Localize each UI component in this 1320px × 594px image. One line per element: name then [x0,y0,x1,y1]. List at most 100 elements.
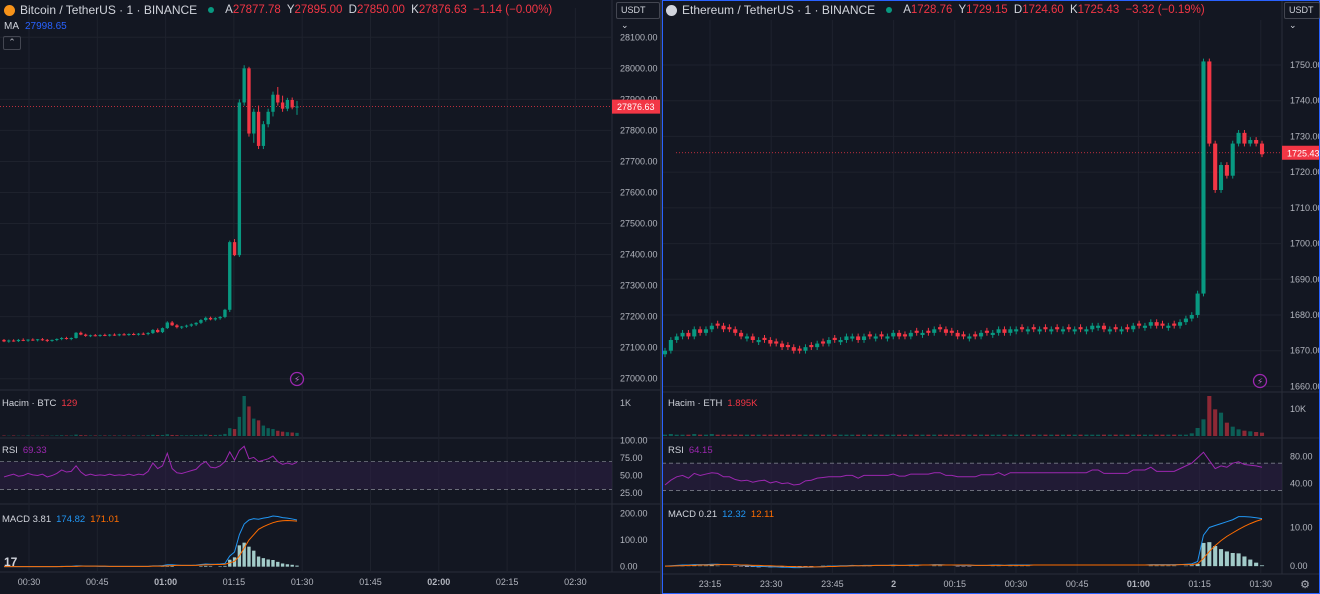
time-tick-label: 23:45 [821,579,844,589]
candle-body [1248,140,1253,144]
volume-bar [1019,434,1025,436]
candle-body [247,68,251,134]
volume-bar [979,434,984,436]
candle-body [1172,323,1177,326]
candle-body [1113,327,1118,330]
market-open-dot-icon [886,7,893,13]
candle-body [1037,329,1042,332]
candle-body [938,327,943,330]
candle-body [1043,327,1048,330]
candle-body [79,332,83,335]
candle-body [926,330,931,333]
candle-body [1107,329,1112,332]
macd-histogram-bar [223,565,227,567]
volume-bar [791,434,796,436]
volume-bar [932,434,937,436]
macd-histogram-bar [256,556,261,567]
btc-currency-select[interactable]: USDT ⌄ [616,2,660,30]
price-tick-label: 1720.00 [1290,167,1320,177]
volume-bar [242,396,246,436]
rsi-band [0,461,612,490]
macd-histogram-bar [261,558,266,567]
candle-body [979,332,984,337]
candle-body [45,339,49,341]
chevron-up-icon[interactable]: ⌃ [3,36,21,50]
macd-histogram-bar [232,557,237,567]
lightning-icon [1252,373,1268,389]
eth-chart-panel[interactable]: 1750.00 1740.00 1730.00 1720.00 1710.00 1700.… [662,0,1320,594]
candle-body [74,332,78,339]
candle-body [59,338,64,340]
volume-bar [112,435,117,436]
candle-body [1131,325,1136,330]
candle-body [809,345,814,348]
time-tick-label: 01:15 [223,577,246,587]
candle-body [26,339,30,341]
price-tick-label: 1700.00 [1290,239,1320,249]
volume-bar [295,432,299,436]
volume-bar [879,434,884,436]
volume-bar [2,435,6,436]
volume-bar [850,434,855,436]
panel-divider[interactable] [660,0,662,594]
volume-bar [1183,434,1188,436]
price-tick-label: 27300.00 [620,281,658,291]
rsi-tick-label: 25.00 [620,488,643,498]
volume-bar [1178,434,1183,436]
candle-body [175,325,179,328]
volume-bar [218,434,222,436]
candle-body [861,336,867,340]
candle-body [692,329,697,337]
volume-bar [122,435,126,436]
volume-bar [768,434,773,436]
volume-bar [160,434,165,436]
macd-histogram-bar [1242,556,1247,567]
gear-icon[interactable]: ⚙ [1300,579,1310,591]
candle-body [31,339,35,341]
bitcoin-logo-icon [4,4,15,16]
tradingview-logo-icon[interactable]: 17 [4,555,18,569]
volume-bar [832,434,837,436]
time-tick-label: 01:45 [359,577,382,587]
candle-body [69,338,73,340]
ethereum-logo-icon [666,4,677,16]
btc-symbol-title[interactable]: Bitcoin / TetherUS · 1 · BINANCE [20,3,198,17]
macd-histogram-bar [744,566,749,567]
candle-body [1060,329,1066,332]
volume-bar [1236,429,1241,436]
price-tick-label: 27100.00 [620,343,658,353]
candle-body [867,334,872,337]
candle-body [189,324,194,326]
btc-ma-legend[interactable]: MA 27998.65 [4,21,67,32]
eth-chart-canvas[interactable]: 1750.00 1740.00 1730.00 1720.00 1710.00 1700.… [662,0,1320,594]
eth-symbol-title[interactable]: Ethereum / TetherUS · 1 · BINANCE [682,3,876,17]
lightning-icon-glyph: ⚡ [1257,377,1263,387]
volume-bar [897,434,902,436]
candle-body [252,111,256,134]
candle-body [276,94,280,103]
eth-volume-legend: Hacim · ETH 1.895K [668,398,758,409]
btc-chart-canvas[interactable]: 28100.00 28000.00 27900.00 27800.00 27700.00… [0,0,660,594]
volume-bar [64,435,69,436]
volume-bar [662,434,668,436]
price-tick-label: 1670.00 [1290,346,1320,356]
macd-histogram-bar [280,563,285,567]
volume-bar [208,434,213,436]
candle-body [11,340,16,342]
lightning-icon-glyph: ⚡ [294,375,300,385]
candle-body [768,340,773,344]
volume-bar [715,434,720,436]
candle-body [668,340,673,351]
time-tick-label: 01:15 [1188,579,1211,589]
volume-bar [815,434,820,436]
volume-bar [920,434,925,436]
btc-ohlc: A27877.78 Y27895.00 D27850.00 K27876.63 … [225,4,553,16]
eth-currency-select[interactable]: USDT ⌄ [1284,2,1320,30]
volume-bar [1125,434,1130,436]
volume-bar [949,434,954,436]
btc-chart-panel[interactable]: 28100.00 28000.00 27900.00 27800.00 27700.00… [0,0,660,594]
candle-body [98,334,102,336]
candle-body [1084,329,1089,332]
candle-body [739,332,744,337]
candle-body [715,323,720,326]
